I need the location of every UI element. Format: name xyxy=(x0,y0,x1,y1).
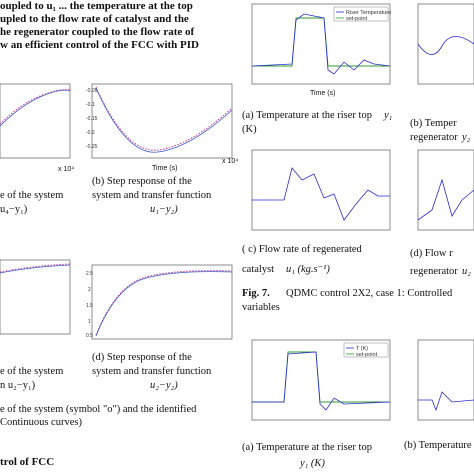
plot-a-markers xyxy=(0,89,71,125)
fig7-text: QDMC control 2X2, case 1: Controlled xyxy=(286,288,453,299)
fig-a-caption-line1: e of the system xyxy=(0,190,64,201)
intro-line-2: he regenerator coupled to the flow rate … xyxy=(0,26,195,38)
fig-a-caption-line2: u₄−y₁) xyxy=(0,204,28,215)
bottom-caption-line1: e of the system (symbol "o") and the ide… xyxy=(0,404,197,415)
fig7-b-caption-line1: (b) Temper xyxy=(410,118,457,129)
fig-d-caption-line2: system and transfer function xyxy=(92,366,212,377)
fig7-plot-a: Riser Temperature set-point xyxy=(251,3,391,85)
plot-a-x-exponent: x 10⁴ xyxy=(58,166,75,173)
fig-d-caption-line1: (d) Step response of the xyxy=(92,352,192,363)
fig8-plot-b xyxy=(417,339,474,421)
fig8-a-caption-line1: (a) Temperature at the riser top xyxy=(242,442,372,453)
fig7-d-caption-line1: (d) Flow r xyxy=(410,248,453,259)
fig7-label: Fig. 7. xyxy=(242,288,270,299)
intro-line-0: oupled to u₁ ... the temperature at the … xyxy=(0,0,193,12)
plot-b-x-exponent: x 10⁴ xyxy=(222,158,239,165)
svg-text:2: 2 xyxy=(88,287,91,293)
fig-b-caption-line2: system and transfer function xyxy=(92,190,212,201)
fig7-d-caption-line2: regenerator xyxy=(410,266,458,277)
fig8-a-caption-math: y₁ (K) xyxy=(300,458,325,469)
intro-line-1: upled to the flow rate of catalyst and t… xyxy=(0,13,189,25)
fig8-legend-t: T (K) xyxy=(356,346,368,352)
fig7-legend-riser: Riser Temperature xyxy=(346,10,391,16)
svg-text:-0.1: -0.1 xyxy=(86,102,95,108)
plot-b-fit xyxy=(95,87,233,153)
plot-b-markers xyxy=(95,86,233,151)
fig7-a-caption-math: y₁ xyxy=(384,110,393,121)
fig7-d-caption-math: u₂ xyxy=(462,266,471,277)
fig7-b-caption-line2: regenerator xyxy=(410,132,458,143)
section-heading: trol of FCC xyxy=(0,456,55,468)
step-response-plot-b: -0.05 -0.1 -0.15 -0.2 -0.25 xyxy=(86,83,233,159)
svg-text:-0.25: -0.25 xyxy=(86,144,98,150)
fig-b-caption-line1: (b) Step response of the xyxy=(92,176,192,187)
fig-c-caption-line1: e of the system xyxy=(0,366,64,377)
fig-c-caption-line2: n u₂−y₁) xyxy=(0,380,36,391)
step-response-plot-a xyxy=(0,83,71,159)
svg-text:1.5: 1.5 xyxy=(86,303,93,309)
svg-text:2.5: 2.5 xyxy=(86,271,93,277)
svg-text:-0.05: -0.05 xyxy=(86,88,98,94)
fig7-a-x-label: Time (s) xyxy=(310,90,336,97)
fig7-legend-setpoint: set-point xyxy=(346,16,368,22)
svg-text:0.5: 0.5 xyxy=(86,333,93,339)
fig-b-caption-math: u₁−y₂) xyxy=(150,204,178,215)
fig7-plot-d xyxy=(417,149,474,231)
bottom-caption-line2: Continuous curves) xyxy=(0,417,82,428)
plot-a-fit xyxy=(0,89,71,127)
fig8-b-caption-line1: (b) Temperature xyxy=(404,440,472,451)
fig7-b-caption-math: y₂ xyxy=(462,132,471,143)
fig7-c-caption-math: u₁ (kg.s⁻¹) xyxy=(286,264,330,275)
fig8-legend-setpoint: set-point xyxy=(356,352,378,358)
fig-d-caption-math: u₂−y₂) xyxy=(150,380,178,391)
fig7-text2: variables xyxy=(242,302,280,313)
fig7-a-caption-line1: (a) Temperature at the riser top xyxy=(242,110,372,121)
fig8-plot-a: T (K) set-point xyxy=(251,339,391,421)
plot-b-x-label: Time (s) xyxy=(152,165,178,172)
fig7-plot-c xyxy=(251,149,391,231)
step-response-plot-c xyxy=(0,259,71,335)
svg-text:1: 1 xyxy=(88,319,91,325)
fig7-plot-b xyxy=(417,3,474,85)
svg-text:-0.15: -0.15 xyxy=(86,116,98,122)
fig7-c-caption-line2: catalyst xyxy=(242,264,275,275)
intro-line-3: w an efficient control of the FCC with P… xyxy=(0,39,199,51)
fig7-a-caption-line2: (K) xyxy=(242,124,257,135)
step-response-plot-d: 2.5 2 1.5 1 0.5 xyxy=(86,264,233,340)
fig7-c-caption-line1: ( c) Flow rate of regenerated xyxy=(242,244,362,255)
svg-text:-0.2: -0.2 xyxy=(86,130,95,136)
